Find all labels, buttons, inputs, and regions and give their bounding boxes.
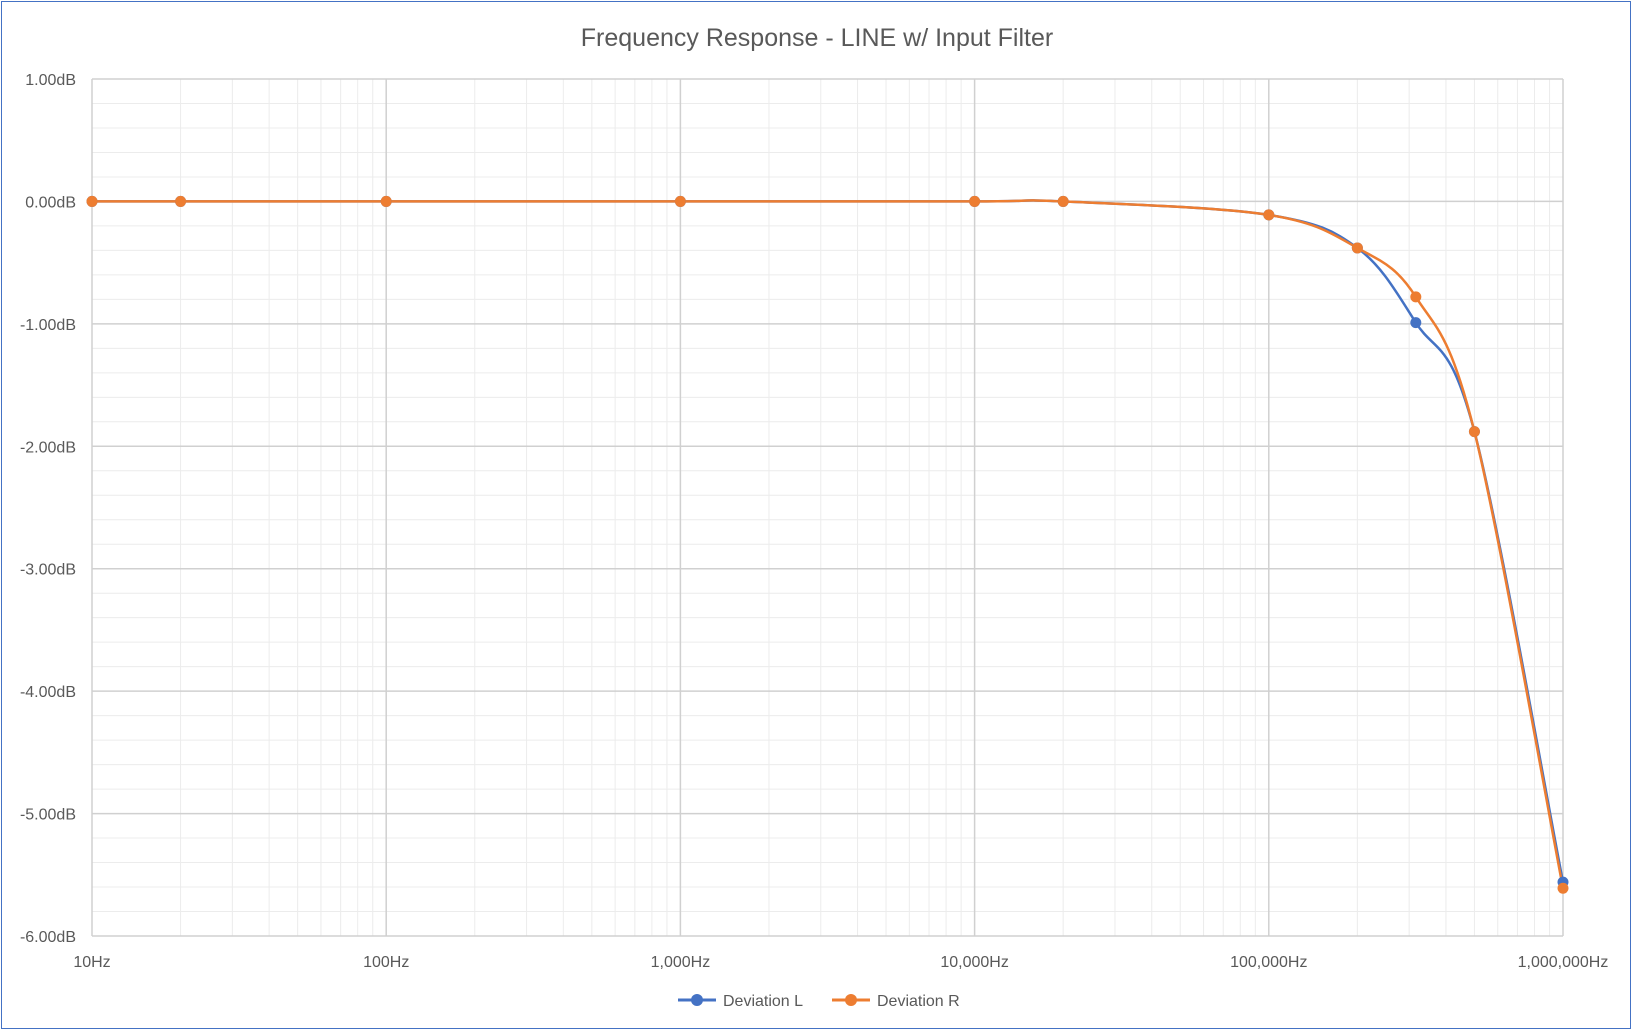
legend-label-deviation-l: Deviation L [723, 993, 803, 1010]
series-line-deviation-r [92, 199, 1565, 889]
legend-item-deviation-r: Deviation R [832, 993, 960, 1010]
data-point-deviation-l [1410, 317, 1422, 329]
y-tick-label: 1.00dB [25, 72, 76, 89]
y-axis-tick-labels: 1.00dB 0.00dB -1.00dB -2.00dB -3.00dB -4.00dB… [20, 72, 76, 946]
legend-label-deviation-r: Deviation R [877, 993, 960, 1010]
y-tick-label: -5.00dB [20, 807, 76, 824]
x-tick-label: 100Hz [363, 954, 409, 971]
x-axis-tick-labels: 10Hz 100Hz 1,000Hz 10,000Hz 100,000Hz 1,000,0… [73, 954, 1608, 971]
data-point-deviation-r [1468, 426, 1480, 438]
x-tick-label: 10Hz [73, 954, 110, 971]
data-point-deviation-r [86, 195, 98, 207]
data-point-deviation-r [1557, 882, 1569, 894]
x-tick-label: 1,000Hz [651, 954, 711, 971]
y-tick-label: -4.00dB [20, 684, 76, 701]
minor-gridlines [92, 78, 1563, 937]
y-tick-label: -2.00dB [20, 439, 76, 456]
data-point-deviation-r [674, 195, 686, 207]
y-tick-label: -6.00dB [20, 929, 76, 946]
data-point-deviation-r [380, 195, 392, 207]
legend: Deviation L Deviation R [678, 993, 960, 1010]
chart-title: Frequency Response - LINE w/ Input Filte… [581, 24, 1053, 52]
y-tick-label: -1.00dB [20, 317, 76, 334]
legend-item-deviation-l: Deviation L [678, 993, 803, 1010]
data-point-deviation-r [1263, 209, 1275, 221]
legend-marker-deviation-r [845, 994, 857, 1006]
x-tick-label: 1,000,000Hz [1518, 954, 1609, 971]
major-gridlines [91, 78, 1564, 937]
y-tick-label: 0.00dB [25, 194, 76, 211]
data-point-deviation-r [1351, 242, 1363, 254]
data-point-deviation-r [1057, 195, 1069, 207]
y-tick-label: -3.00dB [20, 562, 76, 579]
x-tick-label: 100,000Hz [1230, 954, 1307, 971]
data-point-deviation-r [1410, 291, 1422, 303]
data-point-deviation-r [969, 195, 981, 207]
series-line-deviation-l [92, 199, 1565, 883]
x-tick-label: 10,000Hz [940, 954, 1009, 971]
legend-marker-deviation-l [691, 994, 703, 1006]
data-point-deviation-r [175, 195, 187, 207]
series-points [86, 195, 1569, 894]
